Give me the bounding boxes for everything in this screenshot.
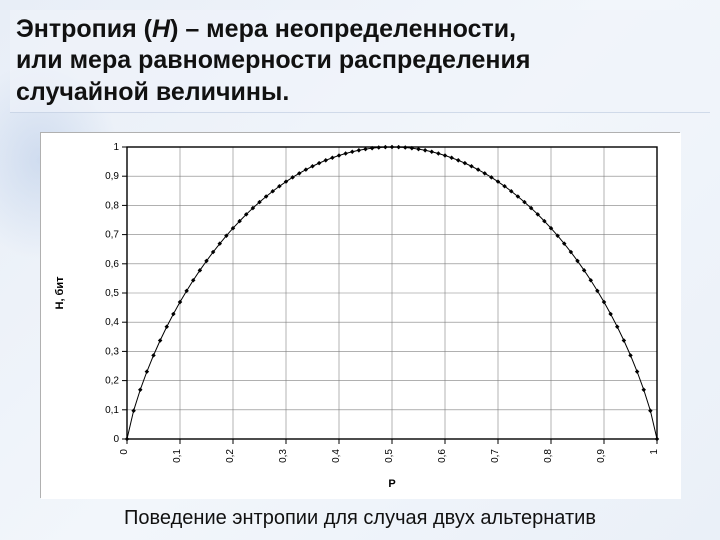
svg-text:0,1: 0,1	[105, 405, 119, 416]
chart-svg: 0 0,1 0,2 0,3 0,4 0,5 0,6 0,7 0,8 0,9 1 0 0,1 0,2 0,3 0…	[41, 133, 681, 499]
svg-text:0,4: 0,4	[331, 449, 342, 463]
svg-text:0,9: 0,9	[105, 171, 119, 182]
svg-text:0: 0	[113, 434, 119, 445]
svg-text:0,4: 0,4	[105, 317, 119, 328]
svg-text:0,9: 0,9	[596, 449, 607, 463]
svg-text:0,3: 0,3	[278, 449, 289, 463]
svg-text:0,3: 0,3	[105, 346, 119, 357]
svg-text:0,8: 0,8	[105, 200, 119, 211]
svg-text:0,8: 0,8	[543, 449, 554, 463]
title-line3: случайной величины.	[16, 78, 289, 106]
title-rest1: ) – мера неопределенности,	[170, 15, 516, 43]
svg-text:1: 1	[649, 449, 660, 455]
svg-text:0,6: 0,6	[105, 259, 119, 270]
svg-text:P: P	[388, 478, 395, 490]
svg-text:0,7: 0,7	[490, 449, 501, 463]
svg-text:0,5: 0,5	[105, 288, 119, 299]
svg-text:0,7: 0,7	[105, 230, 119, 241]
svg-text:H, бит: H, бит	[54, 276, 66, 310]
title-prefix: Энтропия (	[16, 15, 152, 43]
svg-text:0,2: 0,2	[225, 449, 236, 463]
svg-text:0,2: 0,2	[105, 376, 119, 387]
title-block: Энтропия (H) – мера неопределенности, ил…	[10, 10, 710, 113]
svg-text:0: 0	[119, 449, 130, 455]
svg-text:1: 1	[113, 142, 119, 153]
title-var: H	[152, 15, 170, 43]
svg-text:0,5: 0,5	[384, 449, 395, 463]
svg-text:0,1: 0,1	[172, 449, 183, 463]
chart-caption: Поведение энтропии для случая двух альте…	[0, 507, 720, 530]
title-line2: или мера равномерности распределения	[16, 46, 530, 74]
entropy-chart: 0 0,1 0,2 0,3 0,4 0,5 0,6 0,7 0,8 0,9 1 0 0,1 0,2 0,3 0…	[40, 132, 680, 498]
svg-text:0,6: 0,6	[437, 449, 448, 463]
page-title: Энтропия (H) – мера неопределенности, ил…	[16, 14, 704, 108]
